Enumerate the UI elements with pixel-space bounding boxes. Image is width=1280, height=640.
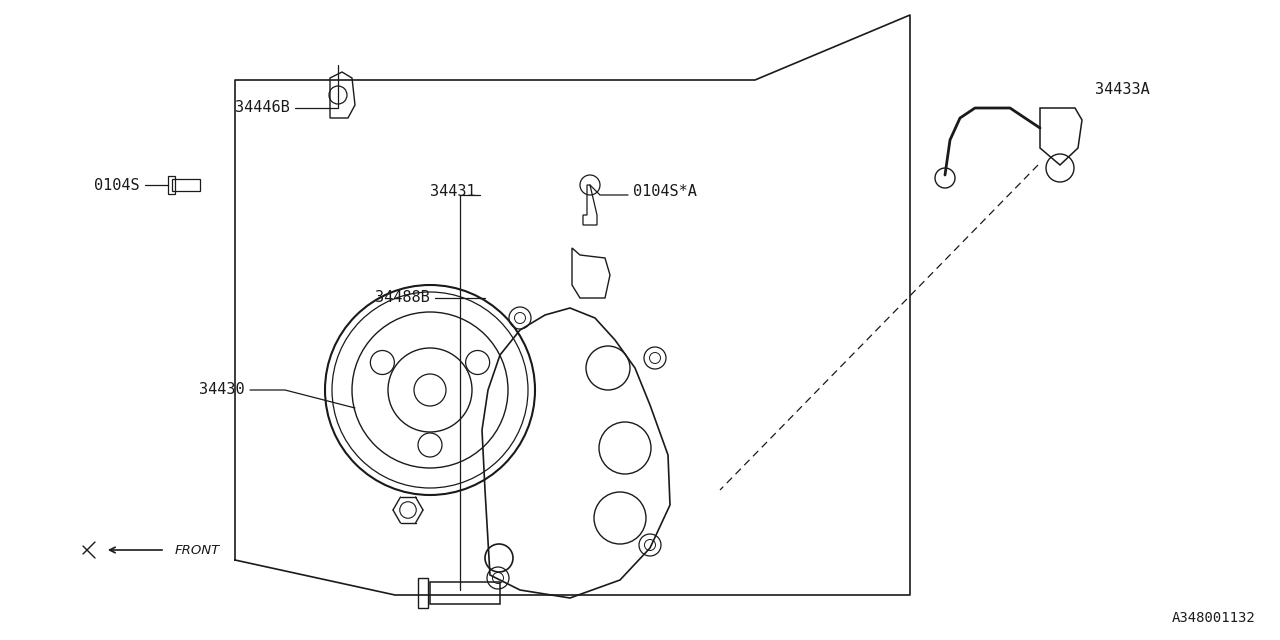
Text: 34433A: 34433A: [1094, 83, 1149, 97]
Text: 34431: 34431: [430, 184, 476, 200]
Text: 0104S*A: 0104S*A: [634, 184, 696, 200]
Text: 0104S: 0104S: [95, 177, 140, 193]
Text: A348001132: A348001132: [1171, 611, 1254, 625]
Text: FRONT: FRONT: [175, 543, 220, 557]
Text: 34430: 34430: [200, 383, 244, 397]
Text: 34488B: 34488B: [375, 291, 430, 305]
Text: 34446B: 34446B: [236, 100, 291, 115]
